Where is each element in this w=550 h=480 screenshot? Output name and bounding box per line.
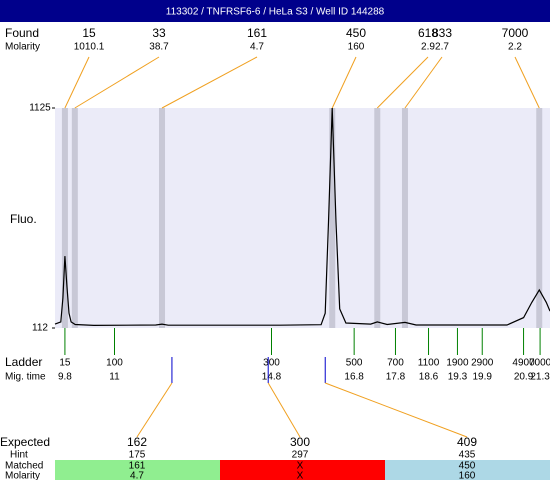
peak-band xyxy=(71,108,78,328)
peak-band xyxy=(61,108,68,328)
matched: 450 xyxy=(459,461,476,472)
y-label: Fluo. xyxy=(10,212,37,226)
ladder-size: 7000 xyxy=(529,358,550,369)
matched-cell xyxy=(385,460,550,480)
ladder-label: Ladder xyxy=(5,355,42,369)
ladder-size: 1100 xyxy=(418,358,440,369)
peak-leader xyxy=(161,56,258,109)
expected-size: 162 xyxy=(127,435,147,449)
mig-time: 14.8 xyxy=(262,372,282,383)
mig-time: 16.8 xyxy=(344,372,364,383)
peak-band xyxy=(329,108,336,328)
mig-time: 20.9 xyxy=(514,372,534,383)
ladder-size: 2900 xyxy=(471,358,494,369)
expected-leader xyxy=(136,382,173,438)
hint-label: Hint xyxy=(10,450,28,461)
found-molarity: 2.2 xyxy=(508,42,522,53)
ladder-size: 500 xyxy=(346,358,363,369)
hint: 175 xyxy=(129,450,146,461)
found-size: 33 xyxy=(152,26,166,40)
expected-size: 300 xyxy=(290,435,310,449)
mig-time: 19.3 xyxy=(448,372,468,383)
found-molarity: 4.7 xyxy=(250,42,264,53)
expected-molarity: 160 xyxy=(459,471,476,480)
hint: 435 xyxy=(459,450,476,461)
found-size: 15 xyxy=(82,26,96,40)
mig-time: 17.8 xyxy=(386,372,406,383)
ladder-size: 300 xyxy=(263,358,280,369)
found-size: 161 xyxy=(247,26,267,40)
expected-molarity-label: Molarity xyxy=(5,471,40,480)
y-tick-label: 1125 xyxy=(29,103,51,114)
found-label: Found xyxy=(5,26,39,40)
peak-leader xyxy=(64,56,90,109)
peak-leader xyxy=(514,56,540,109)
mig-time: 11 xyxy=(109,372,120,383)
ladder-size: 4900 xyxy=(512,358,535,369)
peak-leader xyxy=(376,56,429,109)
molarity-label: Molarity xyxy=(5,42,40,53)
found-molarity: 1010.1 xyxy=(74,42,105,53)
y-tick-label: 112 xyxy=(32,323,48,334)
found-size: 7000 xyxy=(502,26,529,40)
matched: X xyxy=(297,461,304,472)
ladder-size: 15 xyxy=(59,358,71,369)
trace xyxy=(54,107,550,327)
expected-leader xyxy=(267,382,301,438)
peak-band xyxy=(159,108,166,328)
peak-leader xyxy=(404,56,443,109)
found-molarity: 38.7 xyxy=(149,42,169,53)
expected-molarity: X xyxy=(297,471,304,480)
matched-label: Matched xyxy=(5,461,43,472)
matched-cell xyxy=(55,460,220,480)
expected-molarity: 4.7 xyxy=(130,471,144,480)
peak-leader xyxy=(74,56,160,109)
peak-band xyxy=(401,108,408,328)
peak-band xyxy=(536,108,543,328)
mig-time: 9.8 xyxy=(58,372,72,383)
peak-band xyxy=(374,108,381,328)
found-molarity: 2.7 xyxy=(435,42,449,53)
found-size: 833 xyxy=(432,26,452,40)
found-size: 450 xyxy=(346,26,366,40)
found-size: 618 xyxy=(418,26,438,40)
matched: 161 xyxy=(129,461,146,472)
matched-cell xyxy=(220,460,385,480)
mig-time: 19.9 xyxy=(473,372,493,383)
mig-time: 21.3 xyxy=(530,372,550,383)
mig-time: 18.6 xyxy=(419,372,439,383)
hint: 297 xyxy=(292,450,309,461)
found-molarity: 160 xyxy=(348,42,365,53)
plot-area xyxy=(55,108,550,328)
peak-leader xyxy=(331,56,357,109)
expected-label: Expected xyxy=(0,435,50,449)
mig-time-label: Mig. time xyxy=(5,372,46,383)
title-bar xyxy=(0,0,550,22)
expected-size: 409 xyxy=(457,435,477,449)
ladder-size: 100 xyxy=(106,358,123,369)
ladder-size: 700 xyxy=(387,358,404,369)
title: 113302 / TNFRSF6-6 / HeLa S3 / Well ID 1… xyxy=(166,7,385,18)
ladder-size: 1900 xyxy=(446,358,469,369)
found-molarity: 2.9 xyxy=(421,42,435,53)
expected-leader xyxy=(325,382,468,438)
